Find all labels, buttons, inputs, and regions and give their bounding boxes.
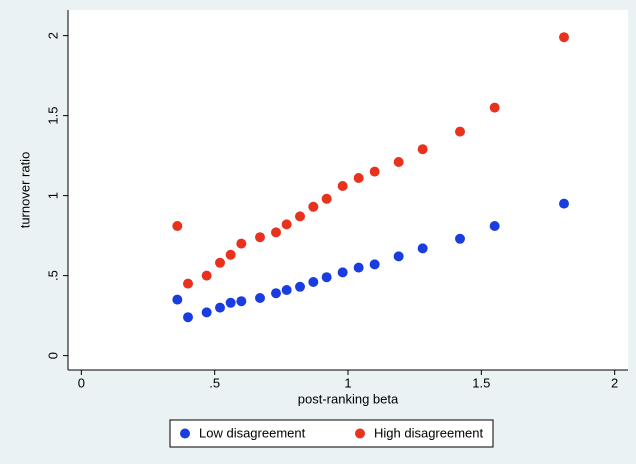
- point: [353, 262, 364, 273]
- y-tick-label: 2: [45, 32, 60, 39]
- point: [489, 221, 500, 231]
- point: [225, 249, 236, 260]
- y-tick-label: 0: [45, 352, 60, 359]
- y-tick-label: 1.5: [45, 107, 60, 125]
- point: [215, 302, 225, 313]
- point: [183, 312, 193, 323]
- point: [489, 102, 500, 113]
- plot-area: [68, 10, 628, 370]
- legend-marker: [180, 428, 190, 439]
- point: [393, 157, 404, 167]
- point: [172, 294, 183, 305]
- x-tick-label: 1: [344, 375, 351, 390]
- point: [369, 259, 380, 270]
- point: [295, 281, 305, 292]
- point: [225, 297, 236, 308]
- point: [281, 285, 292, 295]
- point: [295, 211, 305, 222]
- point: [215, 257, 225, 268]
- x-tick-label: .5: [209, 375, 220, 390]
- point: [559, 198, 569, 209]
- point: [308, 277, 319, 287]
- legend-label: Low disagreement: [199, 425, 306, 440]
- point: [393, 251, 404, 262]
- point: [271, 227, 281, 238]
- point: [417, 144, 428, 155]
- legend-label: High disagreement: [374, 425, 484, 440]
- point: [321, 193, 332, 204]
- point: [455, 126, 465, 137]
- point: [369, 166, 380, 177]
- legend: [169, 419, 494, 448]
- point: [183, 278, 193, 289]
- y-tick-label: .5: [45, 270, 60, 281]
- point: [353, 173, 364, 183]
- x-tick-label: 0: [78, 375, 85, 390]
- point: [201, 270, 212, 281]
- y-axis-label: turnover ratio: [17, 152, 32, 229]
- point: [455, 233, 465, 244]
- point: [255, 232, 265, 243]
- point: [559, 32, 569, 43]
- point: [236, 296, 247, 307]
- point: [172, 221, 183, 231]
- point: [255, 293, 265, 303]
- point: [236, 238, 247, 249]
- point: [308, 201, 319, 212]
- point: [201, 307, 212, 318]
- point: [271, 288, 281, 299]
- legend-marker: [355, 428, 365, 439]
- point: [417, 243, 428, 254]
- x-tick-label: 1.5: [472, 375, 490, 390]
- y-tick-label: 1: [45, 192, 60, 199]
- point: [281, 219, 292, 230]
- point: [337, 267, 348, 278]
- point: [337, 181, 348, 191]
- x-axis-label: post-ranking beta: [298, 391, 399, 406]
- point: [321, 272, 332, 283]
- x-tick-label: 2: [611, 375, 618, 390]
